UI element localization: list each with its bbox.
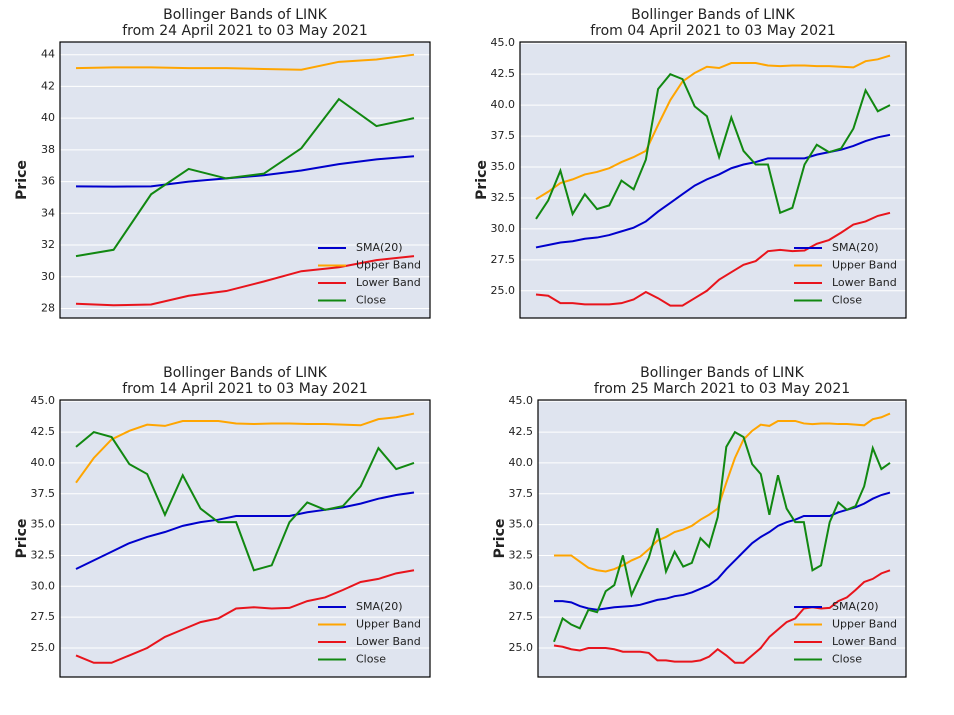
series-line bbox=[75, 255, 415, 307]
series-line bbox=[75, 569, 415, 664]
legend-label: Lower Band bbox=[832, 276, 897, 289]
legend-label: SMA(20) bbox=[832, 241, 879, 254]
series-line bbox=[75, 491, 415, 570]
series-line bbox=[553, 430, 891, 643]
y-axis-label: Price bbox=[14, 519, 30, 559]
y-tick-label: 40.0 bbox=[31, 456, 56, 469]
plot-frame bbox=[59, 399, 431, 678]
y-tick-label: 32.5 bbox=[31, 548, 56, 561]
plot-area bbox=[520, 42, 906, 318]
y-tick-label: 42.5 bbox=[31, 425, 56, 438]
y-tick-label: 25.0 bbox=[31, 641, 56, 654]
plot-area bbox=[60, 400, 430, 677]
plot-frame bbox=[59, 41, 431, 319]
y-tick-label: 40.0 bbox=[491, 98, 516, 111]
y-tick-label: 28 bbox=[41, 301, 55, 314]
series-line bbox=[535, 72, 891, 220]
series-line bbox=[75, 97, 415, 258]
y-tick-label: 30 bbox=[41, 270, 55, 283]
y-tick-label: 27.5 bbox=[491, 253, 516, 266]
y-tick-label: 36 bbox=[41, 175, 55, 188]
y-tick-label: 27.5 bbox=[31, 610, 56, 623]
y-tick-label: 30.0 bbox=[509, 579, 534, 592]
chart-title: Bollinger Bands of LINK bbox=[163, 365, 327, 381]
chart-subtitle: from 25 March 2021 to 03 May 2021 bbox=[594, 381, 850, 397]
y-tick-label: 30.0 bbox=[31, 579, 56, 592]
legend-label: Close bbox=[356, 294, 386, 307]
plot-area bbox=[538, 400, 906, 677]
y-tick-label: 45.0 bbox=[491, 36, 516, 49]
y-tick-label: 25.0 bbox=[509, 641, 534, 654]
chart-subtitle: from 04 April 2021 to 03 May 2021 bbox=[590, 23, 836, 39]
series-line bbox=[553, 569, 891, 664]
y-tick-label: 38 bbox=[41, 143, 55, 156]
legend-label: Upper Band bbox=[832, 618, 897, 631]
y-axis-label: Price bbox=[14, 160, 30, 200]
series-line bbox=[75, 412, 415, 484]
y-tick-label: 25.0 bbox=[491, 284, 516, 297]
plot-frame bbox=[519, 41, 907, 319]
y-tick-label: 40 bbox=[41, 111, 55, 124]
legend-label: Lower Band bbox=[832, 635, 897, 648]
series-line bbox=[535, 54, 891, 201]
legend-label: Close bbox=[832, 294, 862, 307]
y-tick-label: 42 bbox=[41, 79, 55, 92]
legend-label: Lower Band bbox=[356, 276, 421, 289]
y-tick-label: 34 bbox=[41, 206, 55, 219]
y-axis-label: Price bbox=[492, 519, 508, 559]
y-axis-label: Price bbox=[474, 160, 490, 200]
y-tick-label: 35.0 bbox=[491, 160, 516, 173]
y-tick-label: 37.5 bbox=[31, 487, 56, 500]
y-tick-label: 42.5 bbox=[509, 425, 534, 438]
legend-label: Lower Band bbox=[356, 635, 421, 648]
y-tick-label: 42.5 bbox=[491, 67, 516, 80]
y-tick-label: 37.5 bbox=[509, 487, 534, 500]
chart-title: Bollinger Bands of LINK bbox=[163, 7, 327, 23]
series-line bbox=[75, 53, 415, 71]
plot-area bbox=[60, 42, 430, 318]
y-tick-label: 37.5 bbox=[491, 129, 516, 142]
y-tick-label: 32 bbox=[41, 238, 55, 251]
chart-subtitle: from 14 April 2021 to 03 May 2021 bbox=[122, 381, 368, 397]
y-tick-label: 35.0 bbox=[509, 518, 534, 531]
chart-title: Bollinger Bands of LINK bbox=[640, 365, 804, 381]
legend-label: SMA(20) bbox=[356, 241, 403, 254]
y-tick-label: 32.5 bbox=[509, 548, 534, 561]
series-line bbox=[554, 412, 891, 573]
chart-subtitle: from 24 April 2021 to 03 May 2021 bbox=[122, 23, 368, 39]
y-tick-label: 27.5 bbox=[509, 610, 534, 623]
chart-title: Bollinger Bands of LINK bbox=[631, 7, 795, 23]
y-tick-label: 45.0 bbox=[31, 394, 56, 407]
legend-label: Upper Band bbox=[356, 618, 421, 631]
legend-label: SMA(20) bbox=[356, 600, 403, 613]
legend-label: SMA(20) bbox=[832, 600, 879, 613]
y-tick-label: 30.0 bbox=[491, 222, 516, 235]
y-tick-label: 40.0 bbox=[509, 456, 534, 469]
legend-label: Upper Band bbox=[356, 259, 421, 272]
legend-label: Upper Band bbox=[832, 259, 897, 272]
legend-label: Close bbox=[832, 653, 862, 666]
series-line bbox=[75, 430, 415, 572]
legend-label: Close bbox=[356, 653, 386, 666]
y-tick-label: 32.5 bbox=[491, 191, 516, 204]
series-line bbox=[535, 211, 891, 307]
y-tick-label: 44 bbox=[41, 48, 55, 61]
y-tick-label: 45.0 bbox=[509, 394, 534, 407]
plot-frame bbox=[537, 399, 907, 678]
y-tick-label: 35.0 bbox=[31, 518, 56, 531]
